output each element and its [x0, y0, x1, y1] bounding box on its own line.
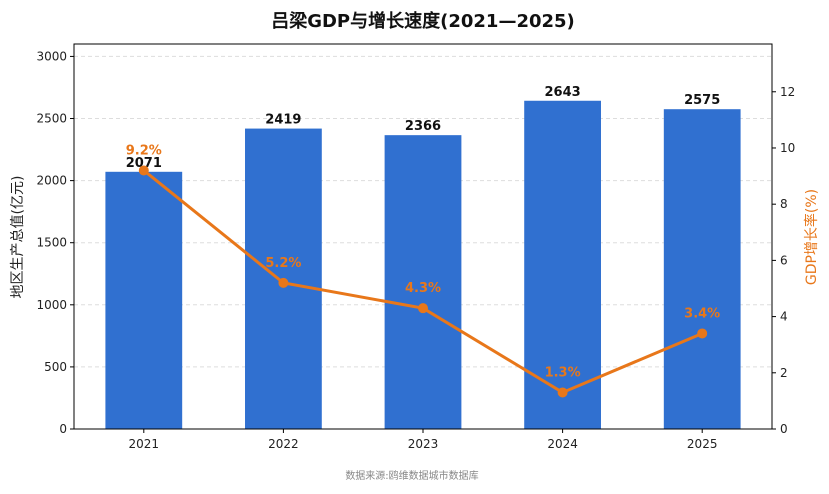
- rate-label-2021: 9.2%: [126, 143, 162, 158]
- x-tick-label-2022: 2022: [268, 437, 299, 451]
- rate-label-2022: 5.2%: [265, 256, 301, 271]
- y-right-tick-label: 4: [780, 310, 788, 324]
- bar-label-2023: 2366: [405, 119, 441, 134]
- bar-label-2022: 2419: [265, 113, 301, 128]
- y-right-tick-label: 10: [780, 141, 795, 155]
- bar-2024: [524, 100, 601, 429]
- rate-label-2024: 1.3%: [545, 365, 581, 380]
- rate-point-2021: [138, 165, 149, 176]
- bar-2025: [663, 109, 741, 430]
- y-axis-left-label: 地区生产总值(亿元): [10, 176, 26, 299]
- rate-label-2023: 4.3%: [405, 281, 441, 296]
- x-tick-label-2025: 2025: [687, 437, 718, 451]
- x-tick-label-2024: 2024: [547, 437, 578, 451]
- rate-point-2023: [418, 303, 428, 314]
- x-tick-label-2023: 2023: [408, 437, 439, 451]
- source-note: 数据来源:鸥维数据城市数据库: [345, 469, 478, 482]
- y-right-tick-label: 0: [780, 422, 788, 436]
- y-axis-right-label: GDP增长率(%): [803, 189, 820, 285]
- y-left-tick-label: 1000: [36, 298, 67, 312]
- x-tick-label-2021: 2021: [129, 437, 160, 451]
- y-right-tick-label: 6: [780, 253, 788, 267]
- y-left-tick-label: 0: [59, 422, 67, 436]
- y-right-tick-label: 2: [780, 366, 788, 380]
- y-left-tick-label: 2500: [36, 112, 67, 126]
- y-left-tick-label: 500: [44, 360, 67, 374]
- y-right-tick-label: 12: [780, 85, 795, 99]
- y-right-tick-label: 8: [780, 197, 788, 211]
- bar-2023: [384, 135, 462, 429]
- rate-point-2022: [278, 277, 289, 288]
- y-left-tick-label: 2000: [36, 174, 67, 188]
- bar-2021: [105, 171, 183, 429]
- chart-title: 吕梁GDP与增长速度(2021—2025): [271, 10, 575, 32]
- bar-label-2024: 2643: [545, 85, 581, 100]
- rate-label-2025: 3.4%: [684, 306, 720, 321]
- rate-point-2024: [557, 387, 568, 398]
- bar-label-2025: 2575: [684, 93, 720, 108]
- y-left-tick-label: 3000: [36, 49, 67, 63]
- y-left-tick-label: 1500: [36, 236, 67, 250]
- axes: 0 500 1000 1500 2000 2500 3000 0 2 4 6 8 10 12 2021 202…: [36, 43, 795, 451]
- bar-label-2021: 2071: [126, 156, 162, 171]
- line-series: 9.2% 5.2% 4.3% 1.3% 3.4%: [126, 143, 720, 398]
- grid-lines: [74, 55, 772, 368]
- rate-point-2025: [697, 328, 708, 339]
- bar-series: 2071 2419 2366 2643 2575: [105, 85, 741, 430]
